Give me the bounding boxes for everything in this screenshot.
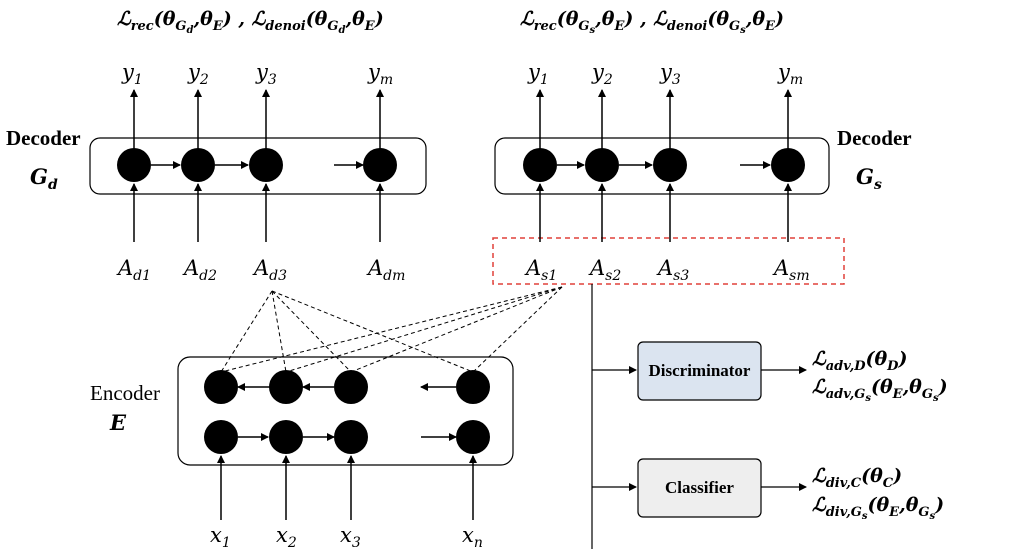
discriminator-label: Discriminator xyxy=(648,361,751,380)
decoder-left-output-arrows xyxy=(130,89,384,150)
decoder-left-node-1 xyxy=(117,148,151,182)
encoder-input-x2: x2 xyxy=(276,523,297,551)
decoder-right-node-1 xyxy=(523,148,557,182)
decoder-left-node-3 xyxy=(249,148,283,182)
decoder-left-title: Decoder xyxy=(6,126,81,150)
encoder-input-xn: xn xyxy=(462,523,483,551)
encoder-backward-node-2 xyxy=(269,370,303,404)
classifier-box xyxy=(637,458,762,518)
discriminator-loss-1: ℒadv,D(θD) xyxy=(812,348,908,374)
decoder-left-output-y2: y2 xyxy=(188,60,209,88)
decoder-right-node-2 xyxy=(585,148,619,182)
decoder-right-title: Decoder xyxy=(837,126,912,150)
decoder-right-input-as1: As1 xyxy=(526,256,558,284)
decoder-right-output-arrows xyxy=(536,89,792,150)
decoder-right-output-y3: y3 xyxy=(660,60,681,88)
source-attributes-selection-box xyxy=(492,237,845,285)
encoder-forward-node-2 xyxy=(269,420,303,454)
decoder-right-node-3 xyxy=(653,148,687,182)
decoder-left-box xyxy=(89,137,427,195)
decoder-right-loss-label: ℒrec(θGs,θE) , ℒdenoi(θGs,θE) xyxy=(520,8,784,36)
encoder-forward-node-1 xyxy=(204,420,238,454)
classifier-loss-1: ℒdiv,C(θC) xyxy=(812,465,903,491)
decoder-left-input-ad1: Ad1 xyxy=(118,256,152,284)
decoder-right-input-arrows xyxy=(536,183,792,242)
decoder-right-node-m xyxy=(771,148,805,182)
encoder-forward-node-n xyxy=(456,420,490,454)
connector-lines xyxy=(591,284,807,549)
decoder-left-input-adm: Adm xyxy=(368,256,406,284)
encoder-forward-node-3 xyxy=(334,420,368,454)
encoder-backward-node-1 xyxy=(204,370,238,404)
encoder-input-x1: x1 xyxy=(210,523,231,551)
decoder-right-input-as2: As2 xyxy=(590,256,622,284)
discriminator-box xyxy=(637,341,762,401)
decoder-right-output-y1: y1 xyxy=(528,60,549,88)
decoder-left-output-ym: ym xyxy=(368,60,394,88)
decoder-left-input-ad3: Ad3 xyxy=(254,256,288,284)
decoder-left-node-m xyxy=(363,148,397,182)
classifier-loss-2: ℒdiv,Gs(θE,θGs) xyxy=(812,494,945,522)
decoder-right-box xyxy=(494,137,830,195)
decoder-right-input-asm: Asm xyxy=(774,256,810,284)
decoder-left-output-y1: y1 xyxy=(122,60,143,88)
encoder-title: Encoder xyxy=(90,381,160,405)
classifier-label: Classifier xyxy=(665,478,734,497)
encoder-box xyxy=(177,356,514,466)
encoder-backward-node-n xyxy=(456,370,490,404)
encoder-nodes xyxy=(204,370,490,454)
encoder-symbol: E xyxy=(110,410,127,435)
decoder-right-input-as3: As3 xyxy=(658,256,690,284)
decoder-left-input-arrows xyxy=(130,183,384,242)
decoder-right-output-y2: y2 xyxy=(592,60,613,88)
decoder-right-nodes xyxy=(523,148,805,182)
decoder-left-input-ad2: Ad2 xyxy=(184,256,218,284)
decoder-left-loss-label: ℒrec(θGd,θE) , ℒdenoi(θGd,θE) xyxy=(117,8,384,36)
decoder-right-symbol: Gs xyxy=(856,164,882,193)
encoder-input-arrows xyxy=(217,455,477,520)
decoder-left-node-2 xyxy=(181,148,215,182)
decoder-left-nodes xyxy=(117,148,397,182)
encoder-backward-node-3 xyxy=(334,370,368,404)
discriminator-loss-2: ℒadv,Gs(θE,θGs) xyxy=(812,376,948,404)
attention-dashed-lines xyxy=(220,286,563,373)
decoder-right-output-ym: ym xyxy=(778,60,804,88)
decoder-left-output-y3: y3 xyxy=(256,60,277,88)
decoder-left-symbol: Gd xyxy=(30,164,58,193)
encoder-input-x3: x3 xyxy=(340,523,361,551)
